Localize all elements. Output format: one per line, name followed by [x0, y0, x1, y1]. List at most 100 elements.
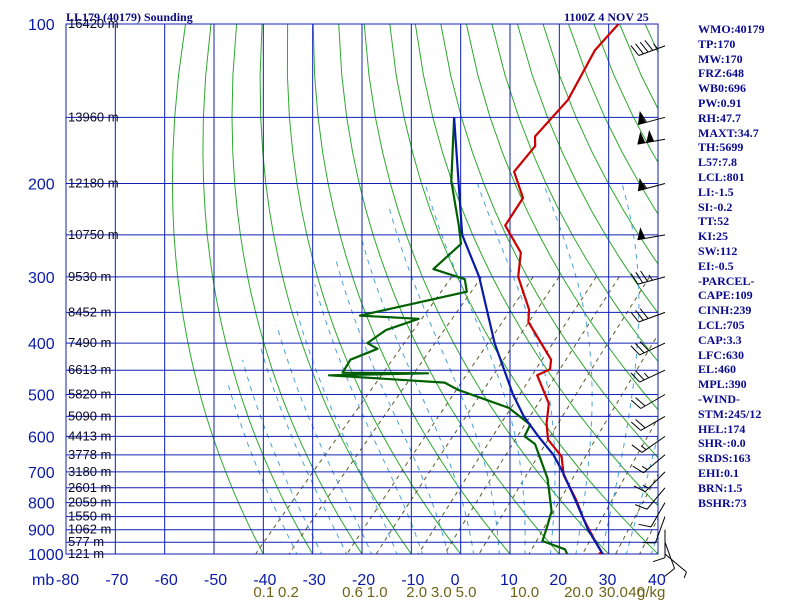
stability-indices-list: WMO:40179 TP:170 MW:170 FRZ:648 WB0:696 PW:0.…: [698, 22, 765, 510]
dry-adiabat: [338, 24, 560, 554]
wind-barb-full: [664, 568, 675, 577]
wind-barb: [637, 111, 666, 126]
index-item: CINH:239: [698, 303, 752, 318]
wind-barb-full: [635, 419, 646, 429]
wind-barb-staff: [638, 311, 666, 323]
wind-barb: [637, 177, 666, 192]
index-item: CAP:3.3: [698, 332, 742, 347]
pressure-tick-label: 200: [28, 177, 55, 194]
wind-barb: [630, 394, 666, 409]
index-item: L57:7.8: [698, 155, 737, 170]
temperature-tick-label: -30: [303, 572, 326, 589]
dry-adiabat: [231, 24, 363, 554]
mixing-ratio-line: [478, 276, 650, 554]
index-item: TT:52: [698, 214, 730, 229]
wind-barb: [630, 40, 666, 56]
wind-barb: [630, 369, 666, 383]
wind-barb-full: [644, 40, 654, 51]
dry-adiabat: [312, 24, 511, 554]
index-item: SI:-0.2: [698, 199, 733, 214]
dry-adiabat: [491, 24, 658, 363]
temperature-tick-label: -60: [155, 572, 178, 589]
dry-adiabat: [202, 24, 314, 554]
parcel-line: [453, 117, 607, 554]
mixing-ratio-line: [375, 276, 560, 554]
temperature-tick-label: 0: [451, 572, 460, 589]
index-item: WMO:40179: [698, 22, 765, 36]
mixing-ratio-line: [528, 333, 658, 554]
wind-barb-staff: [640, 415, 666, 431]
dry-adiabat: [414, 24, 658, 507]
temperature-tick-label: -10: [401, 572, 424, 589]
moist-adiabat: [424, 183, 526, 554]
wind-barbs: [630, 40, 687, 579]
index-item: LFC:630: [698, 347, 744, 362]
index-item: BRN:1.5: [698, 480, 743, 495]
wind-barb-full: [652, 557, 666, 563]
mixing-ratio-label: 0.2: [278, 584, 299, 600]
pressure-tick-label: 700: [28, 465, 55, 482]
mixing-ratio-unit: g/kg: [637, 584, 665, 600]
wind-barb-staff: [639, 369, 666, 383]
pressure-tick-label: 500: [28, 387, 55, 404]
wind-barb-full: [630, 45, 640, 56]
index-item: TP:170: [698, 36, 736, 51]
wind-barb-full: [632, 465, 644, 474]
wind-barb-full: [630, 311, 640, 323]
dry-adiabat: [568, 24, 658, 215]
height-label: 1062 m: [68, 522, 111, 537]
index-item: KI:25: [698, 229, 728, 244]
temperature-tick-label: 30: [599, 572, 617, 589]
wind-barb-staff: [664, 542, 676, 569]
mixing-ratio-label: 1.0: [367, 584, 388, 600]
mixing-ratio-label: 0.6: [342, 584, 363, 600]
moist-adiabat: [294, 305, 398, 554]
wind-barb: [642, 516, 666, 544]
wind-barb-full: [640, 270, 649, 282]
wind-barb-full: [631, 444, 643, 453]
index-item: SW:112: [698, 243, 738, 258]
height-label: 6613 m: [68, 362, 111, 377]
height-label: 3180 m: [68, 464, 111, 479]
wind-barb: [637, 227, 666, 241]
wind-barb-full: [635, 343, 645, 354]
wind-barb-staff: [664, 553, 687, 573]
index-item: CAPE:109: [698, 288, 753, 303]
index-item: MW:170: [698, 51, 743, 66]
pressure-tick-label: 900: [28, 523, 55, 540]
temperature-tick-label: -40: [253, 572, 276, 589]
moist-adiabat: [335, 260, 449, 554]
wind-barb-full: [630, 372, 640, 383]
dry-adiabat: [593, 24, 658, 164]
wind-barb-half: [683, 571, 687, 579]
index-item: LCL:801: [698, 169, 745, 184]
height-label: 1550 m: [68, 509, 111, 524]
dry-adiabat: [259, 24, 412, 554]
wind-barb-full: [638, 523, 652, 528]
index-item: TH:5699: [698, 140, 744, 155]
wind-barb-full: [639, 308, 649, 319]
mixing-ratio-line: [254, 276, 453, 554]
wind-barb: [635, 487, 666, 510]
dry-adiabat: [773, 24, 800, 565]
wind-barb-full: [630, 421, 642, 431]
moist-adiabat: [242, 359, 323, 554]
moist-adiabat: [360, 234, 475, 554]
wind-barb-staff: [643, 454, 666, 474]
wind-barb: [664, 553, 687, 579]
wind-barb: [638, 502, 666, 528]
height-label: 13960 m: [68, 109, 119, 124]
wind-barb-half: [643, 372, 650, 379]
wind-barb-staff: [646, 487, 666, 510]
moist-adiabat: [600, 183, 640, 554]
index-item: EHI:0.1: [698, 465, 740, 480]
wind-barb-staff: [650, 502, 666, 528]
moist-adiabat: [625, 434, 658, 554]
temperature-tick-label: -70: [105, 572, 128, 589]
pressure-tick-label: 100: [28, 17, 55, 34]
wind-barb: [630, 270, 666, 285]
wind-barb-pennant: [637, 177, 646, 191]
wind-barb-half: [642, 182, 648, 189]
wind-barb-full: [635, 272, 644, 284]
